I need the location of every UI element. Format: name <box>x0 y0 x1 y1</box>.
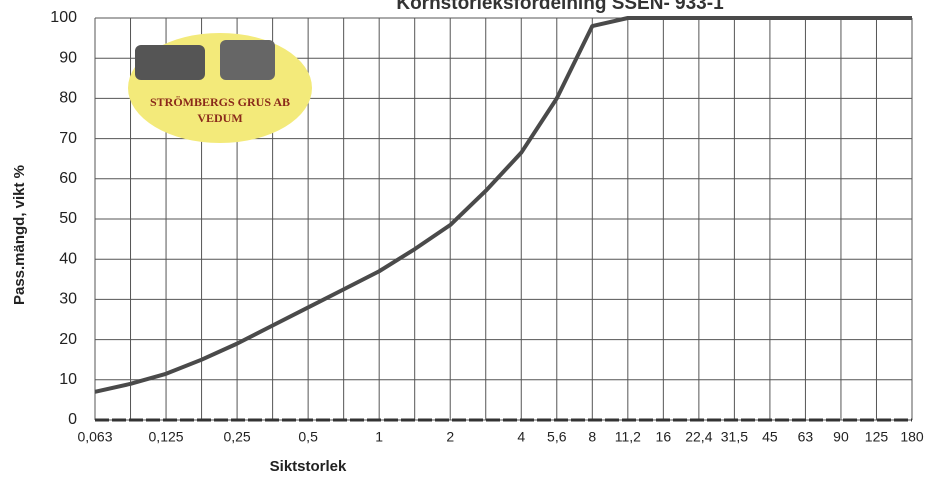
y-tick-label: 40 <box>59 250 77 267</box>
y-tick-label: 70 <box>59 130 77 147</box>
logo-loader <box>135 45 205 80</box>
x-tick-label: 2 <box>446 429 454 445</box>
logo-text: VEDUM <box>197 111 242 125</box>
logo: STRÖMBERGS GRUS AB VEDUM <box>128 33 312 143</box>
y-tick-label: 100 <box>50 9 77 26</box>
x-tick-label: 16 <box>656 429 672 445</box>
y-tick-label: 60 <box>59 170 77 187</box>
y-tick-label: 80 <box>59 90 77 107</box>
x-axis-label: Siktstorlek <box>270 458 347 475</box>
y-tick-label: 50 <box>59 210 77 227</box>
x-tick-label: 4 <box>517 429 525 445</box>
x-tick-label: 0,125 <box>149 429 184 445</box>
x-tick-label: 125 <box>865 429 889 445</box>
logo-text: STRÖMBERGS GRUS AB <box>150 95 290 109</box>
x-tick-label: 0,5 <box>298 429 318 445</box>
x-tick-label: 90 <box>833 429 849 445</box>
x-tick-label: 11,2 <box>615 429 641 445</box>
chart-title: Kornstorleksfördelning SSEN- 933-1 <box>396 0 724 14</box>
y-axis-label: Pass.mängd, vikt % <box>11 165 28 305</box>
x-tick-label: 5,6 <box>547 429 567 445</box>
x-tick-label: 180 <box>900 429 924 445</box>
x-tick-label: 22,4 <box>685 429 712 445</box>
x-tick-label: 0,063 <box>77 429 112 445</box>
logo-excavator <box>220 40 275 80</box>
y-tick-label: 30 <box>59 291 77 308</box>
chart: Kornstorleksfördelning SSEN- 933-1 Sikts… <box>0 0 927 477</box>
y-tick-label: 90 <box>59 49 77 66</box>
x-tick-label: 31,5 <box>721 429 748 445</box>
y-tick-label: 0 <box>68 411 77 428</box>
x-tick-label: 45 <box>762 429 778 445</box>
x-tick-label: 63 <box>798 429 814 445</box>
y-tick-label: 10 <box>59 371 77 388</box>
y-tick-label: 20 <box>59 331 77 348</box>
x-tick-label: 1 <box>375 429 383 445</box>
x-tick-label: 8 <box>588 429 596 445</box>
x-tick-label: 0,25 <box>223 429 250 445</box>
